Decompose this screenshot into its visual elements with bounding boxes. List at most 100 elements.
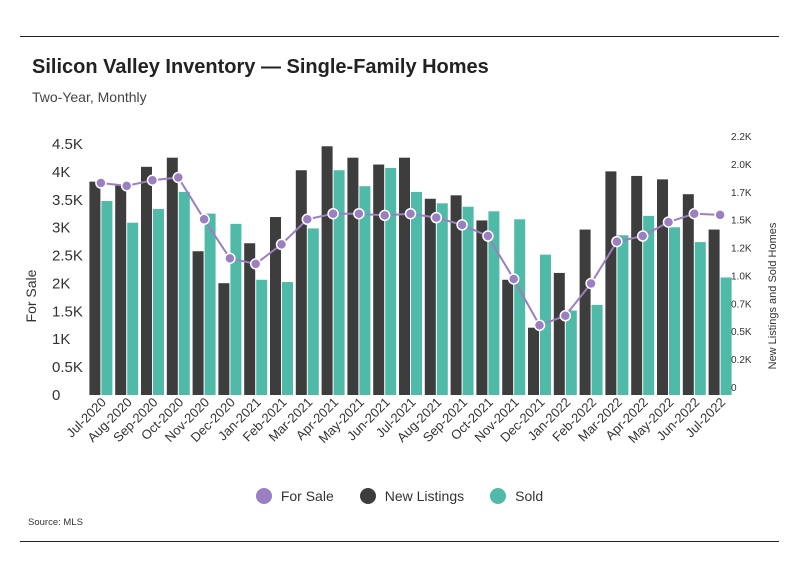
y-tick-label: 3.5K — [52, 192, 83, 209]
point-for-sale — [662, 216, 675, 228]
bar-new-listings — [373, 164, 385, 395]
point-for-sale — [533, 319, 546, 332]
point-for-sale — [714, 209, 726, 221]
point-for-sale — [120, 180, 133, 192]
point-for-sale — [198, 213, 210, 226]
bar-new-listings — [141, 166, 152, 395]
source-note: Source: MLS — [28, 517, 83, 528]
bar-new-listings — [579, 229, 591, 395]
legend-label-new-listings: New Listings — [384, 488, 465, 504]
point-for-sale — [559, 310, 572, 322]
bar-sold — [565, 310, 577, 395]
y-tick-label: 2.5K — [52, 248, 83, 265]
bar-sold — [591, 304, 603, 395]
point-for-sale — [301, 213, 314, 226]
legend-swatch-new-listings — [359, 488, 376, 504]
bar-sold — [643, 215, 655, 395]
bar-sold — [333, 170, 345, 395]
chart-subtitle: Two-Year, Monthly — [32, 89, 147, 105]
y2-tick-label: 1.0K — [731, 271, 752, 282]
y2-tick-label: 1.7K — [731, 188, 752, 199]
bar-new-listings — [450, 195, 462, 395]
bar-new-listings — [657, 179, 668, 395]
bar-sold — [307, 228, 319, 395]
point-for-sale — [327, 207, 339, 220]
bar-new-listings — [218, 283, 230, 395]
point-for-sale — [353, 207, 365, 220]
bar-new-listings — [476, 220, 488, 395]
point-for-sale — [378, 209, 391, 222]
point-for-sale — [482, 230, 494, 242]
legend-swatch-sold — [490, 488, 507, 504]
point-for-sale — [456, 219, 468, 231]
point-for-sale — [146, 174, 159, 187]
bar-new-listings — [89, 181, 101, 395]
bar-sold — [256, 279, 268, 395]
y-tick-label: 2K — [52, 275, 70, 292]
y2-tick-label: 1.5K — [731, 216, 752, 227]
chart-title: Silicon Valley Inventory — Single-Family… — [32, 56, 489, 78]
bar-new-listings — [424, 198, 436, 395]
bar-sold — [540, 254, 551, 395]
point-for-sale — [172, 171, 185, 184]
bar-sold — [204, 213, 216, 395]
y-tick-label: 0.5K — [52, 359, 83, 376]
y-axis-title: For Sale — [23, 269, 39, 322]
bar-new-listings — [115, 185, 127, 395]
point-for-sale — [688, 207, 701, 220]
legend-item-sold[interactable]: Sold — [490, 488, 543, 504]
bar-sold — [153, 209, 164, 395]
legend-label-sold: Sold — [515, 488, 544, 504]
bar-sold — [282, 282, 293, 395]
bar-sold — [462, 206, 474, 395]
point-for-sale — [275, 238, 288, 251]
point-for-sale — [611, 235, 623, 248]
y-tick-label: 1.5K — [52, 303, 83, 320]
bar-new-listings — [347, 157, 359, 395]
legend-item-new-listings[interactable]: New Listings — [359, 488, 465, 504]
bar-sold — [436, 203, 448, 395]
point-for-sale — [224, 252, 236, 265]
bar-sold — [411, 191, 422, 395]
y-tick-label: 4K — [52, 164, 70, 181]
bar-sold — [359, 186, 371, 395]
point-for-sale — [249, 258, 262, 270]
y-tick-label: 4.5K — [52, 136, 83, 153]
bar-sold — [669, 227, 680, 395]
bar-new-listings — [502, 279, 514, 395]
point-for-sale — [95, 177, 107, 189]
bar-new-listings — [553, 272, 565, 395]
legend-label-for-sale: For Sale — [280, 488, 334, 504]
bar-sold — [514, 219, 526, 395]
bar-sold — [617, 235, 629, 395]
y2-tick-label: 0 — [731, 383, 737, 394]
y2-tick-label: 2.2K — [731, 132, 752, 143]
legend-swatch-for-sale — [255, 488, 272, 504]
bar-sold — [385, 167, 397, 395]
point-for-sale — [404, 207, 417, 220]
point-for-sale — [636, 230, 649, 242]
y2-tick-label: 1.2K — [731, 244, 752, 255]
bar-new-listings — [192, 251, 204, 395]
point-for-sale — [430, 211, 443, 224]
y2-tick-label: 0.2K — [731, 355, 752, 366]
point-for-sale — [507, 273, 520, 285]
bar-new-listings — [682, 194, 694, 395]
bar-new-listings — [270, 217, 281, 395]
bar-sold — [178, 191, 190, 395]
bar-sold — [101, 201, 113, 395]
bar-new-listings — [321, 146, 333, 395]
y2-tick-label: 0.7K — [731, 299, 752, 310]
y2-tick-label: 2.0K — [731, 160, 752, 171]
bar-sold — [127, 222, 139, 395]
bar-new-listings — [708, 229, 720, 395]
y2-axis-title: New Listings and Sold Homes — [767, 222, 779, 369]
bar-sold — [230, 223, 242, 395]
chart-legend: For Sale New Listings Sold — [0, 488, 799, 504]
top-rule — [20, 36, 779, 37]
bar-sold — [720, 277, 732, 395]
legend-item-for-sale[interactable]: For Sale — [255, 488, 334, 504]
bar-sold — [488, 211, 500, 395]
y-tick-label: 1K — [52, 331, 70, 348]
